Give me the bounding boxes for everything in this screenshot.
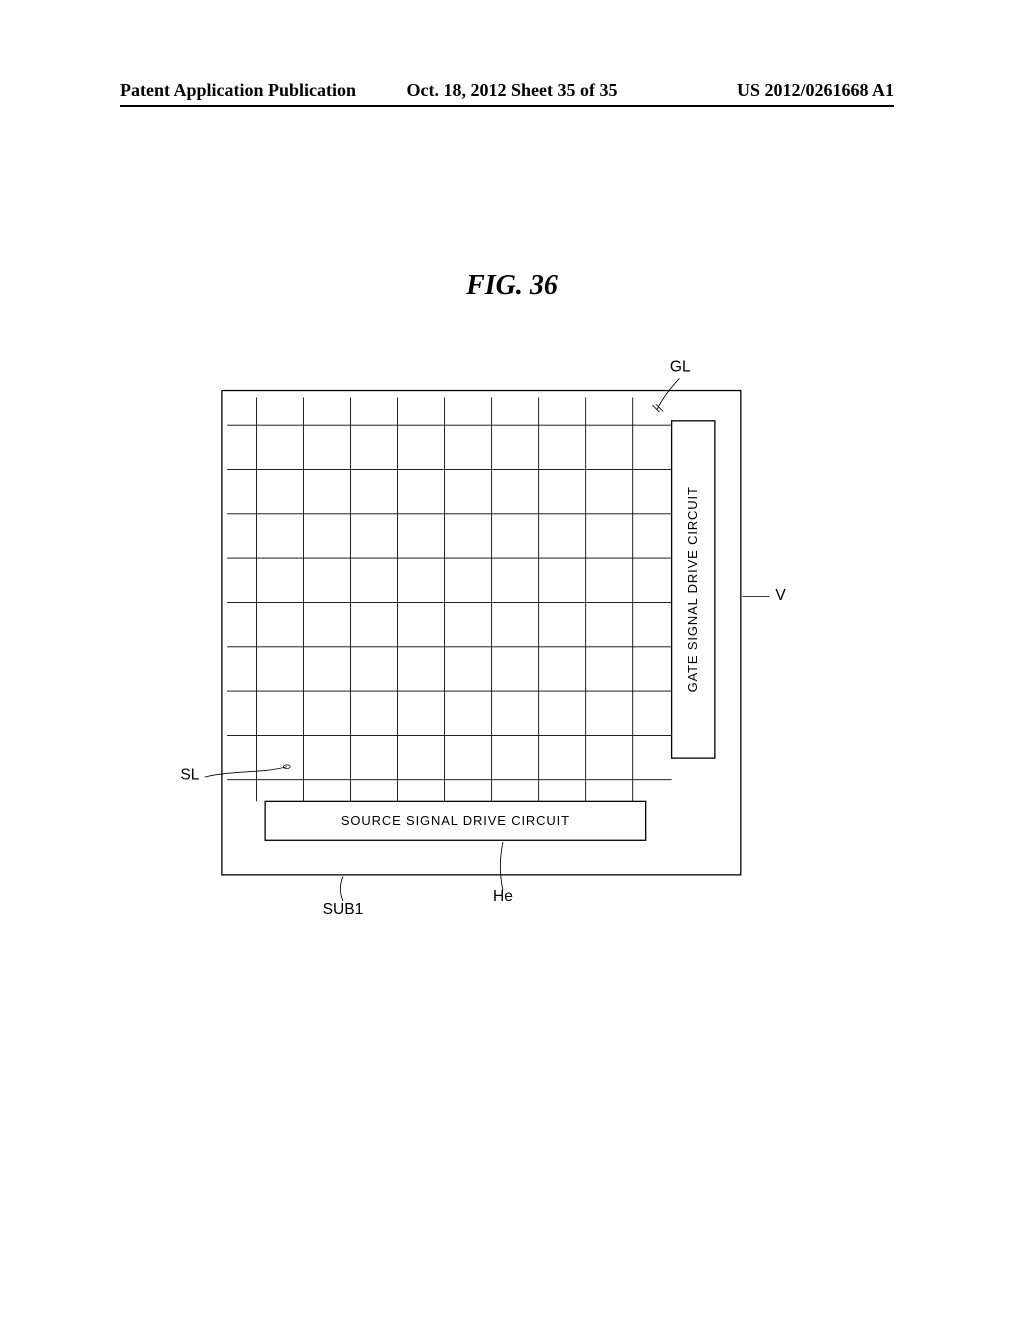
- label-sl: SL: [180, 767, 199, 784]
- label-gl: GL: [670, 359, 691, 376]
- tick-sl: [283, 765, 290, 769]
- header-center: Oct. 18, 2012 Sheet 35 of 35: [407, 80, 618, 101]
- page-header: Patent Application Publication Oct. 18, …: [0, 80, 1024, 101]
- header-right: US 2012/0261668 A1: [737, 80, 894, 101]
- label-v: V: [775, 587, 786, 604]
- leader-sub1: [340, 877, 343, 901]
- gate-drive-circuit-label-container: GATE SIGNAL DRIVE CIRCUIT: [677, 429, 710, 749]
- leader-gl: [657, 378, 679, 409]
- header-rule: [120, 105, 894, 107]
- leader-he: [500, 842, 503, 890]
- figure-diagram: GATE SIGNAL DRIVE CIRCUIT SOURCE SIGNAL D…: [170, 350, 810, 950]
- header-left: Patent Application Publication: [120, 80, 356, 101]
- leader-sl: [205, 767, 287, 777]
- source-drive-circuit-label: SOURCE SIGNAL DRIVE CIRCUIT: [341, 813, 570, 828]
- label-sub1: SUB1: [323, 901, 364, 918]
- figure-title: FIG. 36: [466, 270, 558, 302]
- gate-drive-circuit-label: GATE SIGNAL DRIVE CIRCUIT: [677, 429, 710, 749]
